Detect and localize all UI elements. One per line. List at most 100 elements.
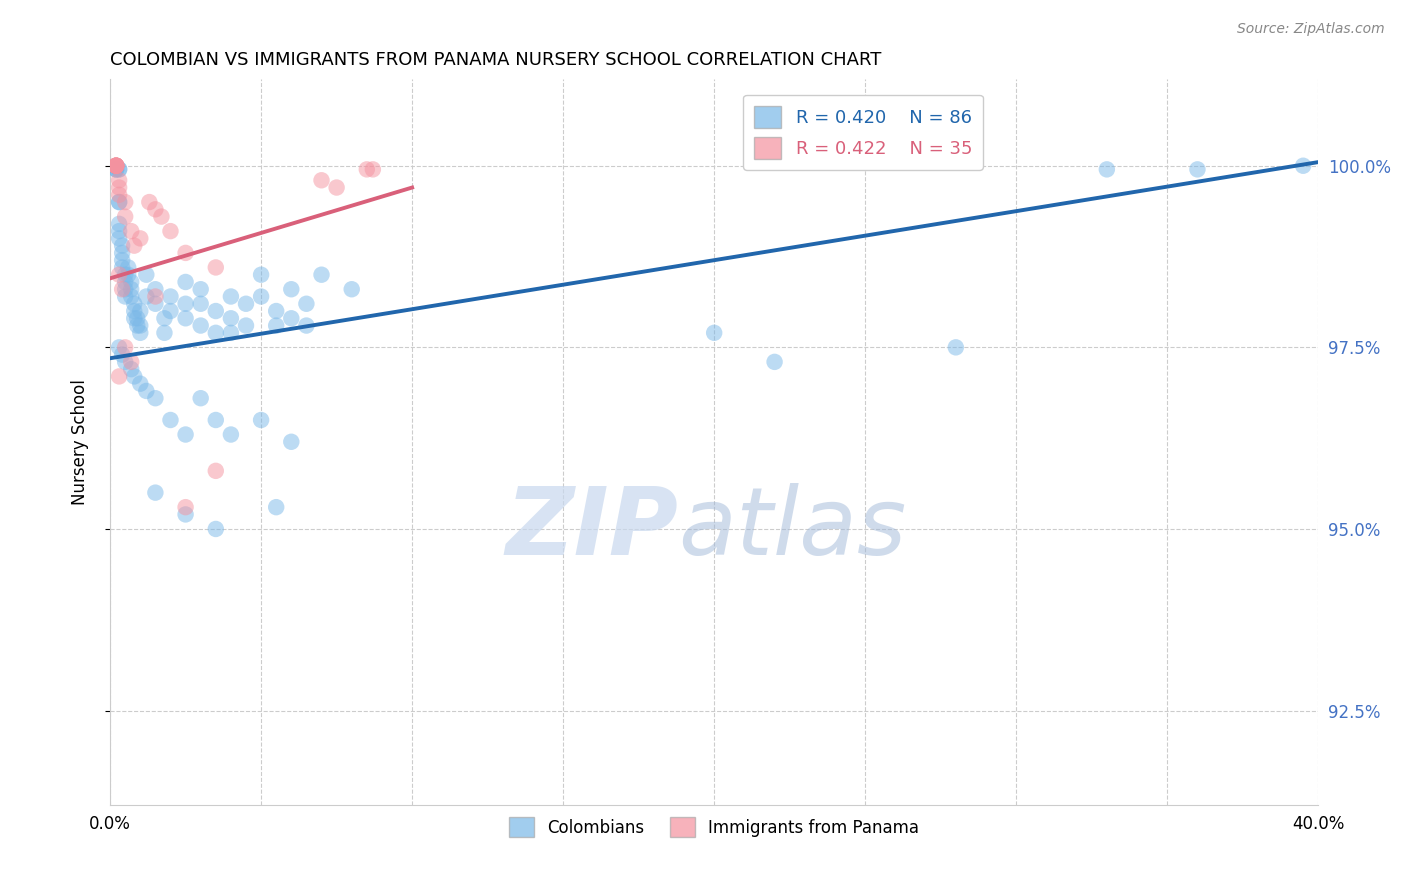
Point bbox=[219, 311, 242, 326]
Point bbox=[1095, 162, 1118, 177]
Point bbox=[153, 326, 176, 340]
Point bbox=[204, 464, 226, 478]
Point bbox=[108, 180, 131, 194]
Point bbox=[361, 162, 384, 177]
Point bbox=[105, 159, 128, 173]
Point bbox=[108, 340, 131, 354]
Point bbox=[219, 289, 242, 303]
Point bbox=[250, 289, 273, 303]
Point bbox=[105, 159, 128, 173]
Point bbox=[122, 297, 145, 311]
Point bbox=[204, 304, 226, 318]
Point bbox=[145, 297, 167, 311]
Point bbox=[204, 413, 226, 427]
Point bbox=[703, 326, 725, 340]
Point bbox=[105, 159, 128, 173]
Point bbox=[108, 195, 131, 210]
Point bbox=[105, 159, 128, 173]
Point bbox=[108, 162, 131, 177]
Point bbox=[159, 413, 181, 427]
Point bbox=[325, 180, 347, 194]
Point bbox=[108, 268, 131, 282]
Point bbox=[235, 297, 257, 311]
Point bbox=[127, 311, 149, 326]
Point bbox=[105, 159, 128, 173]
Point bbox=[114, 355, 136, 369]
Point bbox=[174, 311, 197, 326]
Point bbox=[105, 159, 128, 173]
Point bbox=[114, 268, 136, 282]
Point bbox=[204, 260, 226, 275]
Point bbox=[105, 162, 128, 177]
Point bbox=[105, 162, 128, 177]
Point bbox=[311, 268, 333, 282]
Point bbox=[105, 159, 128, 173]
Point bbox=[135, 268, 157, 282]
Point bbox=[311, 173, 333, 187]
Point bbox=[138, 195, 160, 210]
Point bbox=[120, 355, 142, 369]
Point bbox=[129, 318, 152, 333]
Point bbox=[264, 318, 287, 333]
Point bbox=[122, 369, 145, 384]
Point bbox=[159, 304, 181, 318]
Point bbox=[190, 318, 212, 333]
Point bbox=[174, 500, 197, 515]
Point bbox=[340, 282, 363, 296]
Text: atlas: atlas bbox=[678, 483, 907, 574]
Point bbox=[264, 304, 287, 318]
Point bbox=[129, 326, 152, 340]
Point bbox=[111, 238, 134, 252]
Text: Source: ZipAtlas.com: Source: ZipAtlas.com bbox=[1237, 22, 1385, 37]
Point bbox=[111, 260, 134, 275]
Point bbox=[145, 391, 167, 405]
Point bbox=[108, 195, 131, 210]
Point bbox=[108, 369, 131, 384]
Point bbox=[120, 362, 142, 376]
Text: ZIP: ZIP bbox=[505, 483, 678, 575]
Point bbox=[120, 282, 142, 296]
Point bbox=[280, 282, 302, 296]
Point bbox=[114, 289, 136, 303]
Point bbox=[129, 304, 152, 318]
Point bbox=[174, 427, 197, 442]
Point bbox=[108, 217, 131, 231]
Point bbox=[111, 246, 134, 260]
Point bbox=[145, 282, 167, 296]
Point bbox=[174, 275, 197, 289]
Point bbox=[150, 210, 173, 224]
Point bbox=[122, 238, 145, 252]
Point bbox=[135, 289, 157, 303]
Point bbox=[145, 485, 167, 500]
Point bbox=[280, 311, 302, 326]
Point bbox=[204, 522, 226, 536]
Point bbox=[129, 376, 152, 391]
Point bbox=[135, 384, 157, 398]
Point bbox=[945, 340, 967, 354]
Point bbox=[295, 297, 318, 311]
Point bbox=[145, 202, 167, 217]
Point bbox=[250, 413, 273, 427]
Point bbox=[1292, 159, 1315, 173]
Point bbox=[117, 268, 139, 282]
Point bbox=[114, 275, 136, 289]
Point bbox=[120, 289, 142, 303]
Point bbox=[235, 318, 257, 333]
Point bbox=[190, 282, 212, 296]
Point bbox=[763, 355, 786, 369]
Point bbox=[111, 282, 134, 296]
Point bbox=[174, 508, 197, 522]
Point bbox=[117, 260, 139, 275]
Point bbox=[105, 162, 128, 177]
Point bbox=[122, 304, 145, 318]
Point bbox=[159, 224, 181, 238]
Point bbox=[127, 318, 149, 333]
Point bbox=[105, 159, 128, 173]
Point bbox=[174, 246, 197, 260]
Point bbox=[250, 268, 273, 282]
Point bbox=[145, 289, 167, 303]
Point bbox=[264, 500, 287, 515]
Point bbox=[108, 173, 131, 187]
Point bbox=[219, 427, 242, 442]
Point bbox=[108, 224, 131, 238]
